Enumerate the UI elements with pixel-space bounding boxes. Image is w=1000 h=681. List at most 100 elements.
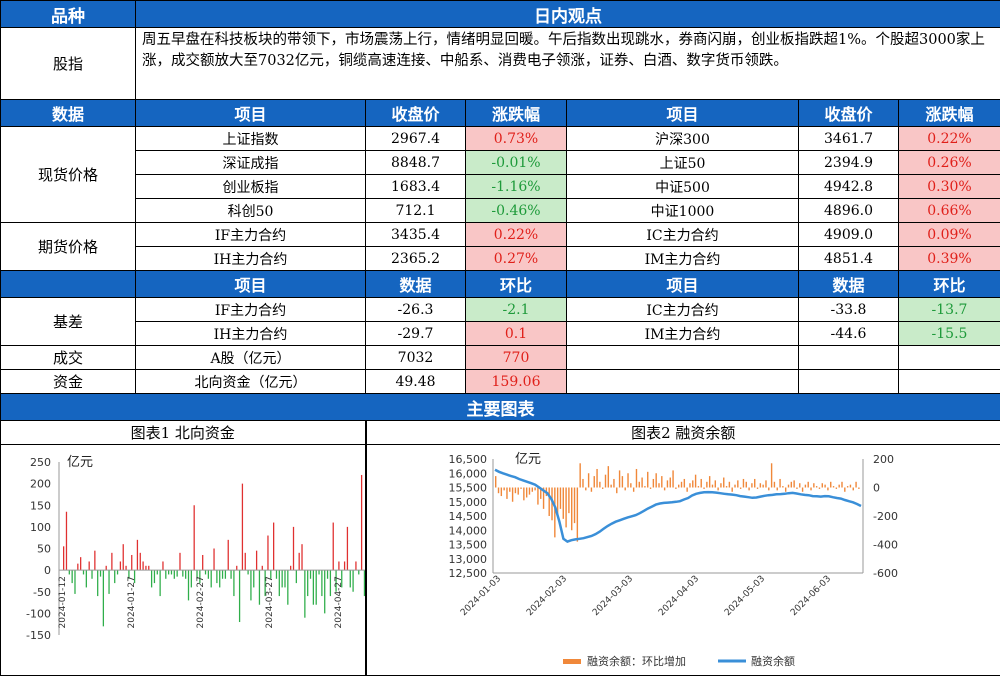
index-name: 上证50 — [566, 150, 799, 175]
basis-mom: -2.1 — [465, 297, 567, 322]
y-tick-label: 0 — [44, 564, 51, 577]
northbound-chart: 250 200 150 100 50 0 -50 -100 -150 亿元 2024-01-12 20… — [26, 455, 364, 642]
y-tick-label: -100 — [26, 607, 51, 620]
bar — [627, 473, 629, 488]
empty-cell — [798, 369, 899, 394]
basis-blank-header — [0, 270, 136, 298]
turnover-label: 成交 — [0, 345, 136, 370]
bar — [295, 570, 297, 584]
balance-line — [494, 468, 862, 543]
bar — [759, 483, 762, 488]
bar — [523, 487, 525, 501]
turnover-name: A股（亿元） — [135, 345, 366, 370]
bar — [838, 484, 841, 488]
bar — [706, 481, 708, 488]
bar — [554, 487, 556, 538]
chart1-title: 图表1 北向资金 — [0, 420, 367, 445]
left-tick-label: 14,000 — [449, 524, 488, 537]
index-change: 0.66% — [898, 198, 1000, 223]
bar — [743, 478, 745, 488]
bar — [170, 570, 173, 575]
bar — [810, 487, 812, 491]
x-tick-label: 2024-03-03 — [591, 574, 635, 618]
bar — [65, 511, 68, 571]
bar — [849, 484, 852, 488]
bar — [125, 565, 127, 571]
bar — [590, 487, 593, 492]
basis-value: -44.6 — [798, 321, 899, 346]
basis-value-header: 数据 — [365, 270, 466, 298]
bar — [273, 522, 275, 571]
bar — [844, 487, 846, 492]
bar — [757, 487, 759, 489]
capital-value: 49.48 — [365, 369, 466, 394]
bar — [534, 487, 537, 491]
bar — [133, 570, 136, 584]
bar — [116, 570, 119, 575]
bar — [159, 570, 161, 597]
bar — [652, 478, 655, 488]
bar — [247, 570, 249, 575]
bar — [358, 570, 360, 575]
bar — [782, 486, 784, 488]
bar — [287, 570, 289, 605]
index-name: 沪深300 — [566, 126, 799, 151]
bar — [678, 484, 680, 488]
chart2-cell: 16,500 16,000 15,500 15,000 14,500 14,000 13,5… — [365, 444, 1000, 676]
bar — [537, 487, 539, 505]
bar — [720, 483, 722, 488]
bar — [105, 565, 107, 571]
index-label: 股指 — [0, 27, 136, 100]
bar — [355, 561, 357, 571]
bar — [709, 476, 711, 488]
y-tick-label: 250 — [30, 456, 51, 469]
bar — [270, 570, 272, 579]
bar — [788, 484, 790, 488]
y-tick-label: 50 — [37, 543, 51, 556]
bar — [162, 561, 164, 571]
bar — [278, 570, 280, 597]
bar — [616, 487, 618, 494]
left-tick-label: 15,000 — [449, 496, 488, 509]
y-tick-label: 150 — [30, 499, 51, 512]
bar — [74, 570, 76, 594]
x-tick-label: 2024-06-03 — [789, 574, 833, 618]
bar — [574, 487, 576, 524]
bar — [498, 487, 500, 494]
bar — [335, 570, 337, 592]
bar — [349, 570, 351, 588]
bar — [102, 570, 105, 627]
bar — [734, 484, 736, 488]
bar — [343, 561, 346, 571]
bar — [275, 570, 278, 579]
bar — [119, 561, 122, 571]
bar — [666, 480, 669, 488]
basis-mom-header: 环比 — [465, 270, 567, 298]
bar — [241, 483, 244, 571]
bar — [776, 487, 779, 491]
bar — [551, 487, 553, 521]
left-tick-label: 15,500 — [449, 482, 488, 495]
bar — [610, 484, 613, 488]
y-tick-label: -150 — [26, 629, 51, 642]
bar — [165, 570, 167, 579]
bar — [681, 481, 683, 488]
index-close: 8848.7 — [365, 150, 466, 175]
x-tick-label: 2024-01-03 — [459, 574, 503, 618]
bar — [641, 477, 644, 488]
bar — [312, 570, 315, 605]
bar — [582, 478, 584, 488]
right-tick-label: -600 — [873, 567, 898, 580]
bar — [304, 570, 306, 618]
index-name: 科创50 — [135, 198, 366, 223]
index-change: -1.16% — [465, 174, 567, 199]
bar — [661, 476, 663, 488]
bar — [329, 570, 332, 597]
bar — [785, 487, 787, 492]
bar — [847, 486, 849, 488]
index-change: -0.46% — [465, 198, 567, 223]
bar — [585, 487, 587, 491]
empty-cell — [566, 369, 799, 394]
bar — [779, 478, 782, 488]
bar — [341, 570, 343, 588]
